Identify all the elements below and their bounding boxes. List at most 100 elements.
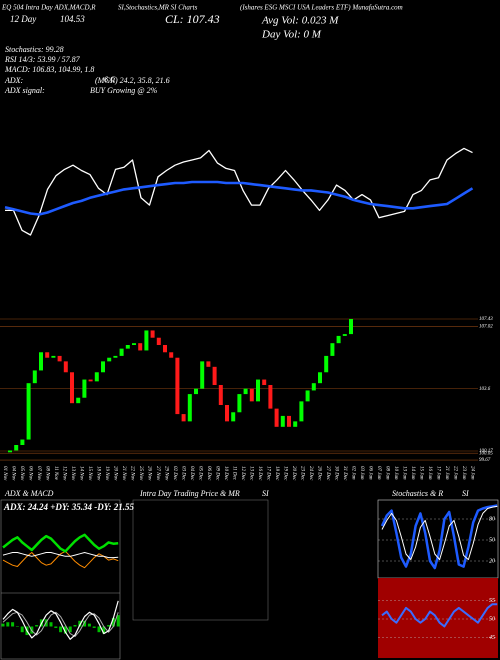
header-text: RSI 14/3: 53.99 / 57.87 — [4, 55, 81, 64]
y-tick-label: 50 — [489, 616, 495, 622]
x-tick-label: 04 Dec — [189, 466, 194, 481]
candle — [20, 439, 25, 445]
x-tick-label: 13 Nov — [70, 466, 75, 481]
candle — [324, 355, 329, 373]
header-text: Stochastics: 99.28 — [5, 45, 64, 54]
candle — [150, 330, 155, 338]
x-tick-label: 17 Jan — [435, 466, 440, 480]
x-tick-label: 18 Dec — [274, 466, 279, 481]
candle — [26, 383, 31, 440]
x-tick-label: 27 Dec — [325, 466, 330, 481]
x-tick-label: 07 Jan — [376, 466, 381, 480]
x-tick-label: 31 Dec — [342, 466, 347, 481]
candle — [63, 361, 68, 373]
series-line — [5, 147, 473, 236]
y-tick-label: 45 — [489, 634, 495, 641]
x-tick-label: 20 Nov — [112, 466, 117, 481]
candle — [8, 450, 12, 453]
y-tick-label: 100.05 — [479, 451, 493, 456]
candle — [14, 445, 19, 451]
header-text: SI,Stochastics,MR SI Charts — [118, 4, 198, 12]
candle — [212, 366, 217, 385]
histogram-bar — [68, 626, 72, 633]
candle — [256, 379, 260, 402]
histogram-bar — [97, 626, 101, 633]
histogram-bar — [107, 625, 111, 627]
x-tick-label: 07 Nov — [36, 466, 41, 481]
candle — [231, 412, 236, 422]
candle — [274, 408, 279, 427]
candle — [70, 372, 74, 404]
candle — [32, 370, 37, 384]
histogram-bar — [116, 615, 120, 627]
x-tick-label: 23 Dec — [299, 466, 304, 481]
candle — [206, 361, 211, 367]
x-tick-label: 16 Jan — [427, 466, 432, 480]
header-text: EQ 504 Intra Day ADX,MACD,R — [1, 4, 96, 12]
x-tick-label: 17 Dec — [265, 466, 270, 481]
candle — [138, 343, 143, 351]
y-tick-label: 107.43 — [479, 317, 493, 322]
header-text: (MGR) 24.2, 35.8, 21.6 — [95, 76, 170, 85]
series-line — [2, 550, 119, 569]
header-text: MACD: 106.83, 104.99, 1.8 — [4, 65, 94, 74]
x-tick-label: 12 Nov — [61, 466, 66, 481]
panel-background — [378, 578, 498, 658]
series-line — [381, 603, 498, 628]
x-tick-label: 06 Dec — [206, 466, 211, 481]
histogram-bar — [49, 622, 53, 627]
candle — [94, 372, 99, 382]
candle — [200, 361, 205, 389]
candle — [342, 334, 347, 336]
candle — [305, 390, 310, 402]
header-text: Day Vol: 0 M — [261, 29, 322, 41]
candle — [163, 345, 167, 353]
x-tick-label: 03 Dec — [180, 466, 185, 481]
header-text: 104.53 — [60, 14, 85, 24]
candle — [336, 335, 341, 344]
x-tick-label: 29 Nov — [163, 466, 168, 481]
candle — [101, 361, 105, 373]
header-text: CL: 107.43 — [165, 12, 220, 26]
x-tick-label: 27 Nov — [155, 466, 160, 481]
candle — [293, 421, 298, 427]
x-tick-label: 16 Dec — [257, 466, 262, 481]
x-tick-label: 09 Dec — [214, 466, 219, 481]
candle — [76, 397, 81, 404]
candle — [57, 355, 62, 362]
x-tick-label: 22 Nov — [129, 466, 134, 481]
candle — [125, 345, 130, 349]
panel-subtitle: ADX: 24.24 +DY: 35.34 -DY: 21.55 — [3, 502, 134, 512]
x-tick-label: 08 Nov — [44, 466, 49, 481]
x-tick-label: 15 Nov — [87, 466, 92, 481]
candle — [113, 355, 118, 358]
x-tick-label: 02 Jan — [350, 466, 355, 480]
header-text: ADX: — [4, 76, 24, 85]
header-text: Stochastics & R — [392, 489, 443, 498]
x-tick-label: 10 Dec — [223, 466, 228, 481]
candle — [349, 319, 353, 335]
histogram-bar — [11, 622, 15, 627]
x-tick-label: 13 Dec — [248, 466, 253, 481]
x-tick-label: 02 Dec — [172, 466, 177, 481]
x-tick-label: 15 Jan — [418, 466, 423, 480]
x-tick-label: 11 Nov — [53, 466, 58, 481]
x-tick-label: 26 Dec — [316, 466, 321, 481]
series-line — [2, 552, 119, 559]
header-text: ADX & MACD — [4, 489, 54, 498]
header-text: Avg Vol: 0.023 M — [261, 15, 339, 27]
x-tick-label: 14 Nov — [78, 466, 83, 481]
histogram-bar — [92, 626, 96, 628]
x-tick-label: 24 Jan — [469, 466, 474, 480]
x-tick-label: 05 Nov — [19, 466, 24, 481]
y-tick-label: 80 — [489, 516, 495, 522]
histogram-bar — [78, 620, 82, 627]
candle — [268, 385, 273, 409]
candle — [311, 383, 316, 391]
y-tick-label: 103.6 — [479, 387, 491, 392]
x-tick-label: 12 Dec — [240, 466, 245, 481]
candle — [287, 415, 291, 427]
histogram-bar — [1, 623, 5, 627]
x-tick-label: 24 Dec — [308, 466, 313, 481]
